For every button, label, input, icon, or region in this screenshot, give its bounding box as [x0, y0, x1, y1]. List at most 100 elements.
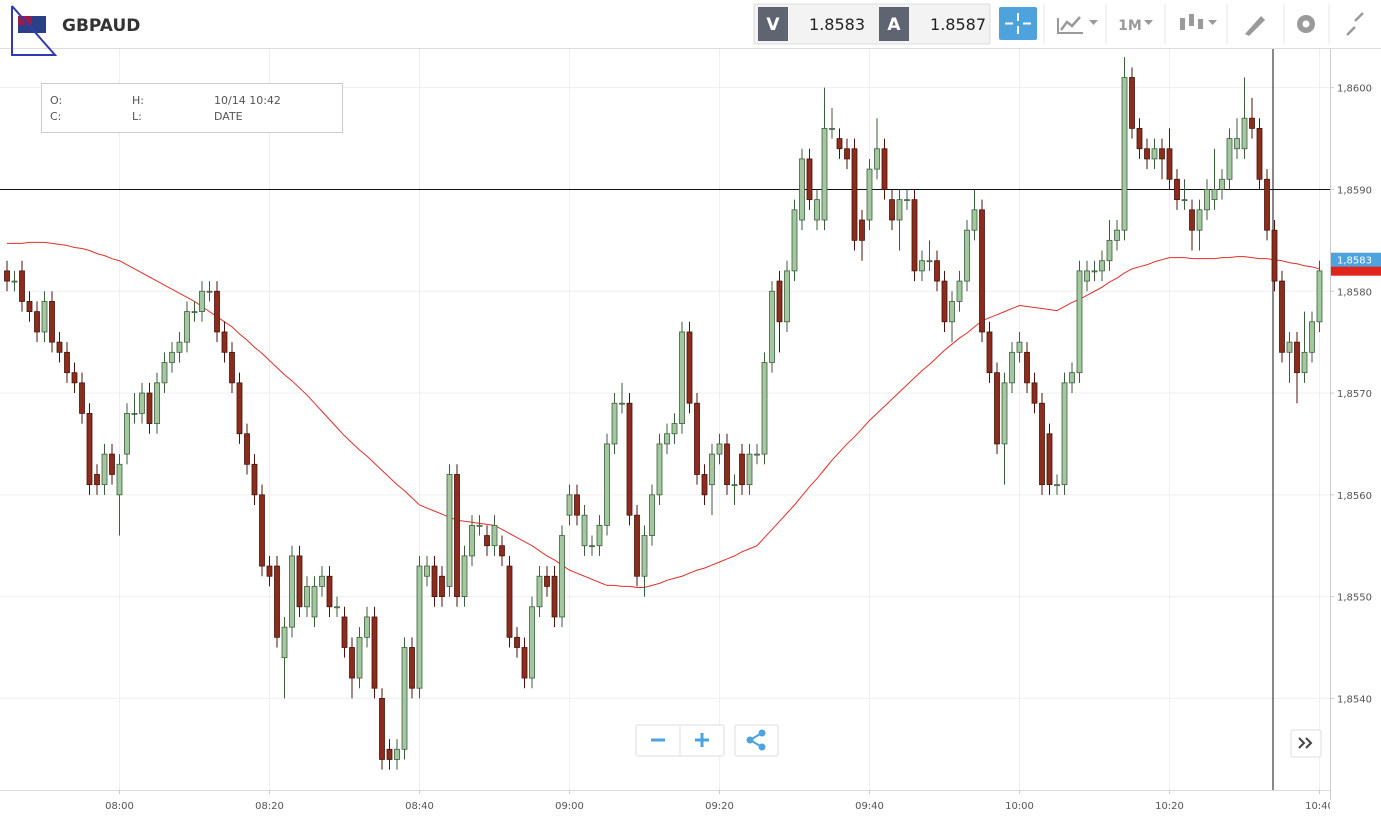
- candle-body: [184, 311, 190, 343]
- candle-body: [941, 280, 948, 323]
- candle-body: [1009, 351, 1015, 384]
- candle-body: [1196, 209, 1203, 231]
- candle-body: [206, 290, 213, 293]
- candle-body: [1309, 321, 1315, 353]
- candle-body: [881, 148, 888, 190]
- candle-body: [821, 127, 828, 221]
- crosshair-button[interactable]: [999, 7, 1037, 40]
- info-low: L:: [132, 110, 142, 123]
- timeframe[interactable]: 1M: [1118, 18, 1142, 34]
- scroll-end-button[interactable]: [1290, 729, 1322, 758]
- settings-icon-hole: [1302, 20, 1310, 28]
- candle-body: [1279, 280, 1285, 353]
- candle-body: [1226, 138, 1233, 180]
- candle-body: [679, 331, 685, 424]
- candle-body: [836, 138, 843, 150]
- x-tick-label: 08:20: [255, 801, 284, 812]
- candle-body: [956, 280, 963, 302]
- candle-body: [1016, 341, 1023, 353]
- candle-body: [784, 270, 790, 323]
- candle-body: [581, 514, 588, 547]
- candle-body: [604, 443, 610, 526]
- candle-body: [401, 647, 408, 750]
- candle-body: [454, 474, 460, 598]
- candle-body: [259, 494, 265, 567]
- bid-badge[interactable]: [758, 7, 788, 41]
- candle-body: [626, 402, 633, 516]
- info-date-label: DATE: [214, 110, 243, 123]
- candle-body: [1136, 127, 1143, 150]
- candle-body: [844, 148, 850, 160]
- zoom-in-button[interactable]: [695, 733, 709, 747]
- candle-body: [1084, 270, 1090, 282]
- candle-body: [851, 148, 858, 241]
- candle-body: [11, 280, 18, 283]
- candle-body: [1076, 270, 1083, 374]
- collapse-icon[interactable]: [1346, 12, 1364, 36]
- symbol: GBPAUD: [62, 16, 140, 36]
- candle-icon[interactable]: [1180, 18, 1185, 30]
- candle-body: [101, 453, 108, 486]
- candle-body: [251, 463, 258, 496]
- x-tick-label: 09:20: [705, 801, 734, 812]
- candle-body: [1159, 148, 1165, 160]
- candle-body: [694, 402, 700, 475]
- candle-body: [1219, 178, 1225, 190]
- candle-body: [49, 301, 55, 343]
- candle-body: [791, 209, 798, 272]
- candle-body: [1189, 209, 1195, 231]
- candle-body: [799, 158, 805, 221]
- candle-body: [409, 647, 415, 689]
- x-tick-label: 08:40: [405, 801, 434, 812]
- candle-body: [491, 524, 498, 547]
- candle-body: [371, 616, 378, 689]
- candle-body: [559, 535, 565, 618]
- candle-body: [296, 555, 303, 608]
- candle-body: [1151, 148, 1158, 160]
- candle-body: [446, 474, 453, 587]
- candle-body: [889, 199, 895, 221]
- candle-body: [1069, 372, 1075, 384]
- candle-body: [776, 280, 783, 323]
- candle-body: [1204, 189, 1210, 211]
- candle-body: [71, 372, 78, 384]
- candle-body: [191, 311, 198, 314]
- candle-body: [1264, 178, 1270, 231]
- candle-icon: [1189, 14, 1194, 26]
- candle-body: [814, 199, 820, 221]
- share-button[interactable]: [734, 724, 779, 757]
- x-tick-label: 08:00: [105, 801, 134, 812]
- candle-body: [521, 647, 528, 679]
- moving-average: [7, 241, 1320, 588]
- triangle-drawing: [11, 5, 58, 56]
- candle-body: [289, 555, 295, 628]
- candle-body: [859, 219, 865, 241]
- candle-body: [1241, 117, 1248, 150]
- candle-body: [769, 290, 775, 363]
- candle-body: [469, 524, 475, 557]
- draw-icon[interactable]: [1245, 16, 1265, 36]
- candle-body: [731, 484, 738, 487]
- candle-body: [26, 301, 33, 313]
- candle-body: [1294, 341, 1300, 374]
- candle-body: [19, 270, 25, 302]
- candle-body: [386, 748, 393, 760]
- ask-badge[interactable]: [879, 7, 909, 41]
- candle-body: [416, 565, 423, 689]
- candle-body: [199, 290, 205, 313]
- candle-body: [709, 453, 715, 486]
- crosshair-icon: [1005, 13, 1031, 34]
- candle-body: [649, 494, 655, 536]
- candle-body: [461, 555, 468, 598]
- candle-body: [919, 260, 925, 272]
- candle-body: [56, 341, 63, 353]
- chart-type-icon[interactable]: [1057, 18, 1083, 34]
- candle-body: [1316, 270, 1323, 323]
- candle-body: [349, 647, 355, 679]
- price-tag: [1331, 252, 1381, 267]
- dropdown-arrow: [1089, 20, 1098, 25]
- candle-body: [536, 575, 543, 608]
- candle-body: [311, 586, 318, 618]
